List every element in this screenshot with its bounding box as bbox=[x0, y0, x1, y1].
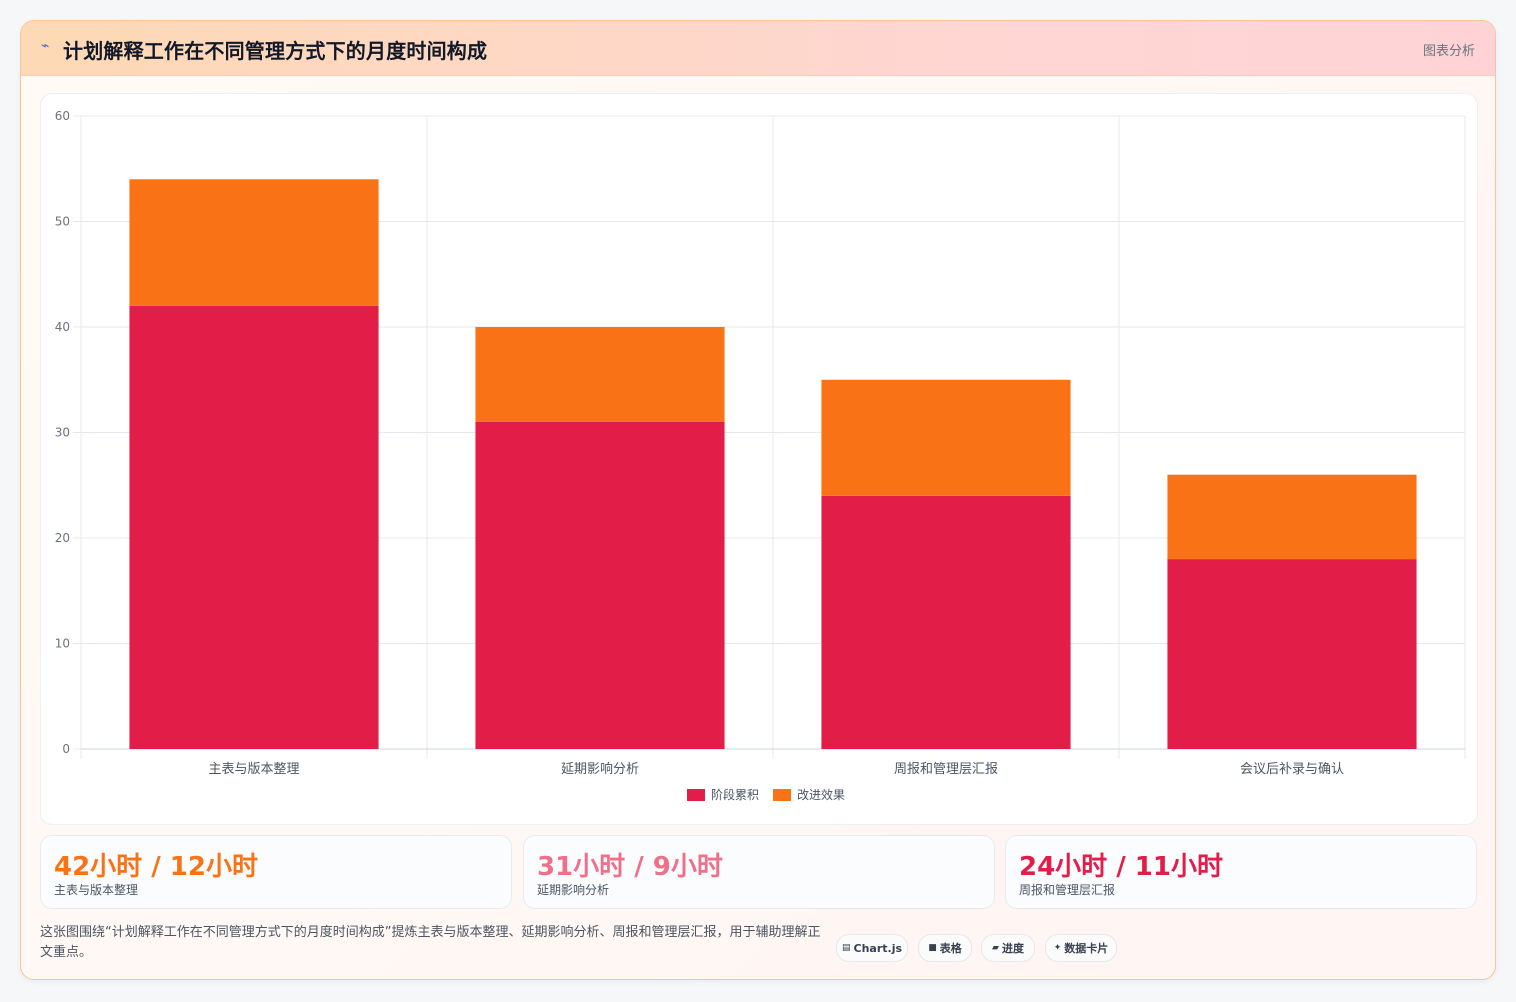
stat-label: 主表与版本整理 bbox=[54, 883, 139, 897]
stat-card-3: 24小时 / 11小时 周报和管理层汇报 bbox=[1005, 835, 1477, 909]
chart-area: 0 10 20 30 40 50 60 主表与版本整理 延期影响分析 周报和管理层汇报 会议后补录与… bbox=[40, 93, 1478, 825]
bar-stage-cumulative bbox=[129, 305, 379, 749]
stacked-bar-chart: 0 10 20 30 40 50 60 主表与版本整理 延期影响分析 周报和管理层汇报 会议后补录与… bbox=[55, 109, 1466, 802]
y-tick-label: 0 bbox=[62, 742, 70, 756]
chip-chartjs[interactable]: ▤ Chart.js bbox=[836, 934, 908, 962]
x-tick-label: 会议后补录与确认 bbox=[1240, 762, 1344, 777]
bar-stage-cumulative bbox=[1167, 559, 1417, 749]
y-tick-label: 50 bbox=[55, 215, 70, 229]
stat-value: 24小时 / 11小时 bbox=[1019, 852, 1223, 882]
legend-swatch bbox=[773, 789, 791, 801]
table-icon: ■ bbox=[928, 943, 937, 953]
sparkle-icon: ✦ bbox=[1053, 943, 1062, 953]
bar-stage-cumulative bbox=[475, 421, 725, 749]
bar-stage-cumulative bbox=[821, 495, 1071, 749]
chip-label: 进度 bbox=[1001, 942, 1024, 955]
stat-card-2: 31小时 / 9小时 延期影响分析 bbox=[523, 835, 995, 909]
chip-progress[interactable]: ▰ 进度 bbox=[981, 934, 1035, 962]
stat-label: 延期影响分析 bbox=[537, 883, 610, 897]
chart-analysis-link[interactable]: 图表分析 bbox=[1422, 44, 1475, 59]
stat-value: 31小时 / 9小时 bbox=[537, 852, 723, 882]
chip-label: 数据卡片 bbox=[1064, 942, 1109, 955]
y-tick-label: 40 bbox=[55, 320, 70, 334]
stat-label: 周报和管理层汇报 bbox=[1019, 883, 1116, 897]
x-tick-label: 延期影响分析 bbox=[561, 761, 639, 777]
y-tick-label: 30 bbox=[55, 426, 70, 440]
chart-description: 这张图围绕“计划解释工作在不同管理方式下的月度时间构成”提炼主表与版本整理、延期… bbox=[40, 925, 821, 960]
legend-label: 阶段累积 bbox=[711, 787, 759, 802]
chip-table[interactable]: ■ 表格 bbox=[918, 934, 972, 962]
bar-improvement-effect bbox=[1167, 474, 1417, 560]
x-tick-label: 周报和管理层汇报 bbox=[894, 762, 998, 777]
stat-card-1: 42小时 / 12小时 主表与版本整理 bbox=[40, 835, 512, 909]
chip-data-card[interactable]: ✦ 数据卡片 bbox=[1045, 934, 1117, 962]
y-tick-label: 10 bbox=[55, 637, 70, 651]
chip-label: 表格 bbox=[939, 942, 962, 955]
chip-label: Chart.js bbox=[853, 941, 903, 955]
progress-icon: ▰ bbox=[992, 943, 999, 953]
chart-title: 计划解释工作在不同管理方式下的月度时间构成 bbox=[63, 39, 488, 63]
chart-card: ⌁ 计划解释工作在不同管理方式下的月度时间构成 图表分析 0 10 20 30 40 50… bbox=[20, 20, 1496, 980]
chart-icon: ▤ bbox=[841, 943, 851, 953]
legend-label: 改进效果 bbox=[797, 787, 845, 802]
chart-line-icon: ⌁ bbox=[41, 38, 50, 54]
legend-swatch bbox=[687, 789, 705, 801]
stat-value: 42小时 / 12小时 bbox=[54, 852, 258, 882]
y-tick-label: 60 bbox=[55, 109, 70, 123]
bar-improvement-effect bbox=[821, 379, 1071, 496]
card-header: ⌁ 计划解释工作在不同管理方式下的月度时间构成 图表分析 bbox=[21, 21, 1495, 76]
bar-improvement-effect bbox=[129, 179, 379, 306]
y-tick-label: 20 bbox=[55, 531, 70, 545]
x-tick-label: 主表与版本整理 bbox=[208, 762, 299, 777]
bar-improvement-effect bbox=[475, 327, 725, 422]
